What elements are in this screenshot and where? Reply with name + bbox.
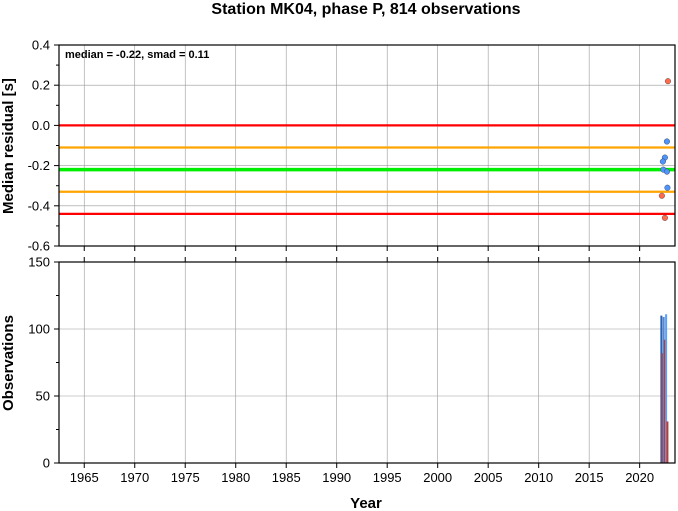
x-tick-label: 1970 — [120, 470, 149, 485]
x-tick-label: 1985 — [272, 470, 301, 485]
top-y-tick-label: 0.0 — [32, 118, 50, 133]
top-y-tick-label: 0.4 — [32, 38, 50, 53]
histogram-bar — [662, 316, 665, 463]
histogram-bar — [663, 339, 666, 463]
chart-title: Station MK04, phase P, 814 observations — [211, 1, 520, 18]
histogram-bar — [660, 315, 663, 463]
top-reference-lines — [59, 124, 675, 215]
scatter-point — [661, 214, 668, 221]
top-plot-frame — [58, 44, 676, 247]
scatter-point — [664, 78, 671, 85]
x-axis-title: Year — [350, 495, 382, 511]
top-scatter-points — [658, 78, 671, 221]
top-gridlines — [59, 44, 675, 247]
scatter-point — [664, 184, 671, 191]
bottom-x-ticks: 1965 1970 1975 1980 1985 1990 1995 2000 2005 2010… — [70, 246, 654, 485]
x-tick-label: 2020 — [625, 470, 654, 485]
top-y-ticks: 0.4 0.2 0.0 -0.2 -0.4 -0.6 — [28, 38, 59, 254]
top-y-axis-title: Median residual [s] — [0, 78, 17, 214]
x-tick-label: 1995 — [373, 470, 402, 485]
top-y-tick-label: 0.2 — [32, 78, 50, 93]
histogram-bar — [665, 314, 668, 463]
histogram-bar — [661, 353, 664, 463]
histogram-bar — [666, 421, 669, 463]
top-y-tick-label: -0.4 — [28, 198, 50, 213]
x-tick-label: 1965 — [70, 470, 99, 485]
bottom-plot-frame — [58, 261, 676, 464]
scatter-point — [659, 158, 666, 165]
bottom-y-axis-title: Observations — [0, 315, 17, 411]
bottom-gridlines — [59, 261, 675, 464]
bottom-y-tick-label: 150 — [28, 255, 50, 270]
bottom-y-ticks: 150 100 50 0 — [28, 255, 59, 471]
stats-annotation: median = -0.22, smad = 0.11 — [65, 49, 209, 61]
bottom-y-tick-label: 0 — [43, 456, 50, 471]
x-tick-label: 2010 — [524, 470, 553, 485]
top-y-tick-label: -0.2 — [28, 158, 50, 173]
x-tick-label: 2015 — [575, 470, 604, 485]
x-tick-label: 1990 — [322, 470, 351, 485]
x-tick-label: 1975 — [171, 470, 200, 485]
bottom-y-tick-label: 100 — [28, 322, 50, 337]
bottom-bars — [660, 314, 669, 463]
x-tick-label: 2000 — [423, 470, 452, 485]
bottom-y-tick-label: 50 — [36, 389, 50, 404]
scatter-point — [663, 138, 670, 145]
x-tick-label: 2005 — [474, 470, 503, 485]
scatter-point — [663, 168, 670, 175]
x-tick-label: 1980 — [221, 470, 250, 485]
scatter-point — [658, 192, 665, 199]
top-y-tick-label: -0.6 — [28, 239, 50, 254]
